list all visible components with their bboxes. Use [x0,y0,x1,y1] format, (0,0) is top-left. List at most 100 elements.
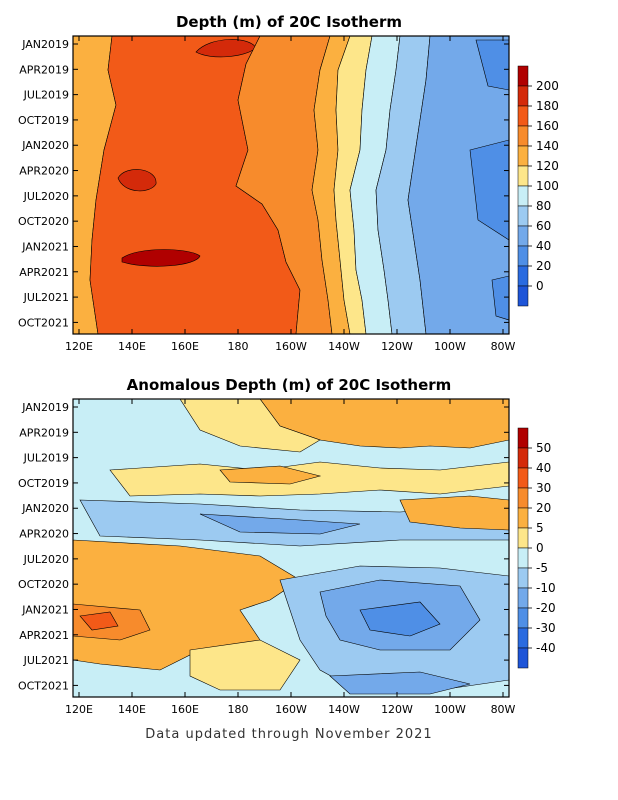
colorbar-swatch [517,487,529,509]
y-tick-label: APR2021 [19,629,69,642]
x-tick-label: 120E [65,340,93,353]
colorbar-swatch [517,627,529,649]
colorbar-swatch [517,547,529,569]
y-tick-label: APR2020 [19,165,69,178]
y-tick-label: OCT2019 [18,477,69,490]
x-tick-label: 140W [328,340,360,353]
colorbar-swatch [517,225,529,247]
y-tick-label: OCT2020 [18,578,69,591]
chart2-warm-2019b [179,399,321,453]
x-tick-label: 160E [171,340,199,353]
y-tick-label: JAN2020 [21,139,69,152]
colorbar-label: 160 [536,119,559,133]
colorbar-swatch [517,467,529,489]
y-tick-label: JAN2020 [21,502,69,515]
y-tick-label: JAN2019 [21,401,69,414]
colorbar-label: 40 [536,461,551,475]
colorbar-swatch [517,185,529,207]
colorbar-label: 20 [536,501,551,515]
chart2-warm-late [189,639,301,691]
y-tick-label: JUL2021 [23,654,69,667]
colorbar-swatch [517,105,529,127]
colorbar-label: 80 [536,199,551,213]
x-tick-label: 100W [434,703,466,716]
x-tick-label: 120W [381,340,413,353]
chart2-warm-2020e [399,495,509,531]
x-tick-label: 180 [228,703,249,716]
colorbar-swatch [517,265,529,287]
y-tick-label: JUL2020 [23,190,69,203]
colorbar-swatch [517,607,529,629]
y-tick-label: OCT2021 [18,679,69,692]
y-tick-label: APR2019 [19,426,69,439]
x-tick-label: 100W [434,340,466,353]
x-tick-label: 120W [381,703,413,716]
colorbar-swatch [517,567,529,589]
chart1-title: Depth (m) of 20C Isotherm [176,13,402,31]
y-tick-label: APR2021 [19,266,69,279]
y-tick-label: APR2020 [19,528,69,541]
colorbar-swatch [517,85,529,107]
colorbar-label: -40 [536,641,556,655]
y-tick-label: APR2019 [19,63,69,76]
y-tick-label: OCT2019 [18,114,69,127]
colorbar-swatch [517,427,529,449]
colorbar-label: 50 [536,441,551,455]
y-tick-label: JAN2019 [21,38,69,51]
colorbar-swatch [517,205,529,227]
x-tick-label: 160W [275,703,307,716]
colorbar-swatch [517,65,529,87]
colorbar-label: 180 [536,99,559,113]
chart2-cool-2021c [359,601,441,637]
colorbar-label: -10 [536,581,556,595]
y-tick-label: JUL2020 [23,553,69,566]
chart1-band-40 [407,36,509,334]
colorbar-swatch [517,285,529,307]
x-tick-label: 120E [65,703,93,716]
y-tick-label: OCT2020 [18,215,69,228]
colorbar-swatch [517,245,529,267]
x-tick-label: 140E [118,703,146,716]
colorbar-label: 100 [536,179,559,193]
colorbar-swatch [517,587,529,609]
x-tick-label: 160E [171,703,199,716]
chart1-axes: 120E 140E 160E 180 160W 140W 120W 100W 80W JAN201… [18,36,516,353]
colorbar-label: 0 [536,279,544,293]
chart1-core-2021 [121,249,201,267]
colorbar-swatch [517,125,529,147]
chart1-plot [73,36,509,334]
chart1-core-2020 [117,169,157,192]
colorbar-label: -20 [536,601,556,615]
colorbar-label: -5 [536,561,548,575]
chart2-cool-2020b [199,513,361,535]
chart1-band-20b [469,139,509,241]
x-tick-label: 80W [491,703,516,716]
chart2-title: Anomalous Depth (m) of 20C Isotherm [127,376,452,394]
x-tick-label: 140E [118,340,146,353]
footer-text: Data updated through November 2021 [145,727,432,742]
x-tick-label: 160W [275,340,307,353]
chart1-band-20a [475,39,509,91]
colorbar-swatch [517,507,529,529]
chart1-band-20c [491,275,509,321]
chart2-axes: 120E 140E 160E 180 160W 140W 120W 100W 80W JAN201… [18,399,516,716]
y-tick-label: OCT2021 [18,316,69,329]
colorbar-swatch [517,145,529,167]
colorbar-label: -30 [536,621,556,635]
colorbar-swatch [517,647,529,669]
colorbar-label: 5 [536,521,544,535]
x-tick-label: 80W [491,340,516,353]
colorbar-label: 120 [536,159,559,173]
colorbar-label: 30 [536,481,551,495]
chart2-warm-west3 [79,611,119,631]
colorbar-label: 0 [536,541,544,555]
y-tick-label: JUL2021 [23,291,69,304]
colorbar-label: 60 [536,219,551,233]
colorbar-label: 140 [536,139,559,153]
colorbar-label: 40 [536,239,551,253]
colorbar-label: 200 [536,79,559,93]
chart2-plot [73,399,509,697]
